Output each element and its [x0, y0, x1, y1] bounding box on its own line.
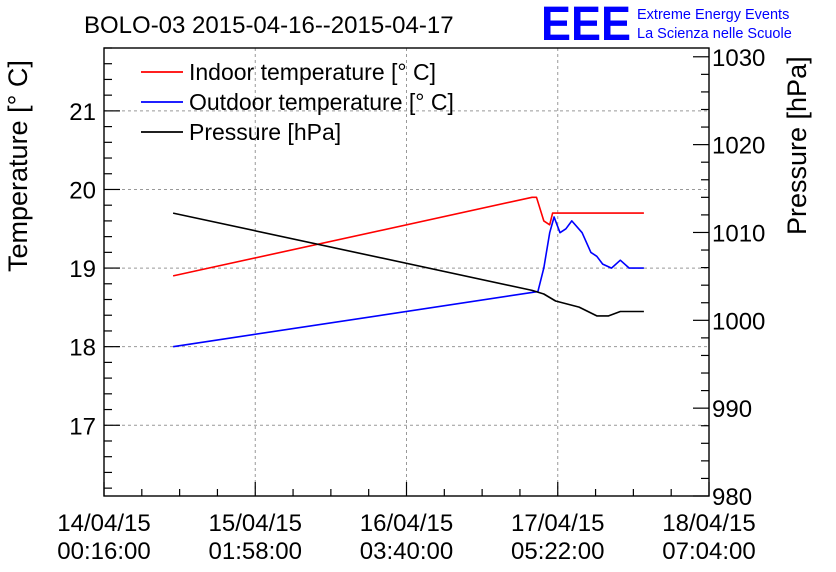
y2-tick-label: 1010 [712, 220, 765, 247]
logo-line-2: La Scienza nelle Scuole [637, 26, 792, 42]
x-tick-time: 01:58:00 [209, 538, 302, 565]
y-tick-label: 21 [69, 99, 96, 126]
y-tick-labels: 17 18 19 20 21 [69, 99, 96, 440]
y2-tick-label: 990 [712, 396, 752, 423]
x-tick-date: 16/04/15 [360, 510, 453, 537]
legend: Indoor temperature [° C] Outdoor tempera… [141, 59, 454, 145]
series-lines [172, 196, 644, 348]
y2-tick-label: 1020 [712, 133, 765, 160]
y-axis-title: Temperature [° C] [3, 60, 33, 272]
grid-lines [104, 48, 709, 496]
x-tick-time: 05:22:00 [511, 538, 604, 565]
axis-ticks [103, 47, 710, 497]
x-tick-time: 07:04:00 [662, 538, 755, 565]
series-line-indoor [172, 196, 644, 277]
y-tick-label: 18 [69, 335, 96, 362]
logo-text: EEE [541, 0, 631, 51]
x-tick-time: 00:16:00 [57, 538, 150, 565]
logo-line-1: Extreme Energy Events [637, 7, 789, 23]
y-tick-label: 17 [69, 413, 96, 440]
legend-label-outdoor: Outdoor temperature [° C] [189, 89, 454, 115]
y-tick-label: 19 [69, 256, 96, 283]
chart-title: BOLO-03 2015-04-16--2015-04-17 [84, 12, 454, 39]
y-tick-label: 20 [69, 177, 96, 204]
legend-label-pressure: Pressure [hPa] [189, 119, 341, 145]
x-tick-time: 03:40:00 [360, 538, 453, 565]
x-tick-date: 17/04/15 [511, 510, 604, 537]
y2-tick-labels: 980 990 1000 1010 1020 1030 [712, 45, 765, 511]
legend-label-indoor: Indoor temperature [° C] [189, 59, 436, 85]
y2-tick-label: 1030 [712, 45, 765, 72]
y2-tick-label: 1000 [712, 308, 765, 335]
y2-axis-title: Pressure [hPa] [782, 56, 812, 235]
x-tick-date: 15/04/15 [209, 510, 302, 537]
series-line-pressure [172, 212, 644, 317]
y2-tick-label: 980 [712, 484, 752, 511]
x-tick-date: 18/04/15 [662, 510, 755, 537]
eee-logo: EEE Extreme Energy Events La Scienza nel… [541, 0, 792, 51]
series-line-outdoor [172, 216, 644, 348]
x-tick-date: 14/04/15 [57, 510, 150, 537]
